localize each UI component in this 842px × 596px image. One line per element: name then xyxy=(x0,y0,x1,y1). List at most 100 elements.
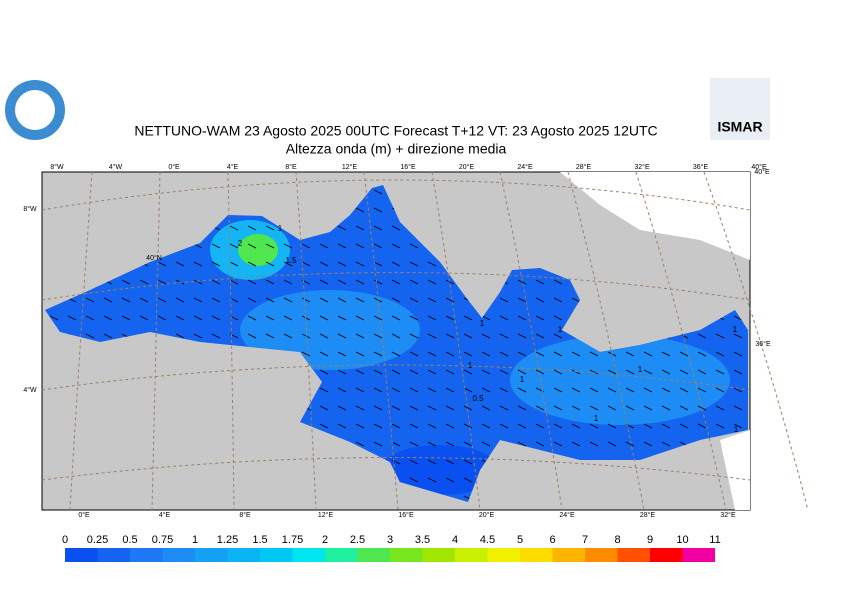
direction-arrow xyxy=(697,423,707,429)
legend-label: 3.5 xyxy=(415,534,430,546)
direction-arrow xyxy=(283,315,293,321)
direction-arrow xyxy=(355,441,365,447)
direction-arrow xyxy=(337,243,347,249)
direction-arrow xyxy=(589,387,599,393)
graticule xyxy=(41,364,751,391)
direction-arrow xyxy=(427,477,437,483)
wave-area xyxy=(240,290,420,370)
legend-label: 5 xyxy=(517,534,523,546)
direction-arrow xyxy=(409,315,419,321)
direction-arrow xyxy=(553,369,563,375)
direction-arrow xyxy=(553,333,563,339)
direction-arrow xyxy=(373,189,383,195)
direction-arrow xyxy=(607,369,617,375)
direction-arrow xyxy=(445,333,455,339)
legend-label: 0.75 xyxy=(152,534,173,546)
direction-arrow xyxy=(715,423,725,429)
direction-arrow xyxy=(265,333,275,339)
contour-label: 1 xyxy=(468,361,473,370)
legend-swatch xyxy=(260,548,293,562)
direction-arrow xyxy=(553,279,563,285)
direction-arrow xyxy=(481,315,491,321)
contour-label: 2 xyxy=(238,239,243,248)
direction-arrow xyxy=(247,243,257,249)
direction-arrow xyxy=(427,369,437,375)
direction-arrow xyxy=(481,423,491,429)
direction-arrow xyxy=(463,315,473,321)
graticule xyxy=(151,171,161,511)
direction-arrow xyxy=(625,405,635,411)
direction-arrow xyxy=(553,297,563,303)
contour-label: 1 xyxy=(734,425,739,434)
coord-label: 8°W xyxy=(50,163,64,171)
coord-label: 36°E xyxy=(693,163,709,171)
legend-swatch xyxy=(617,548,650,562)
direction-arrow xyxy=(517,441,527,447)
direction-arrow xyxy=(157,279,167,285)
direction-arrow xyxy=(229,279,239,285)
contour-label: 1.5 xyxy=(285,256,297,265)
direction-arrow xyxy=(499,297,509,303)
direction-arrow xyxy=(373,351,383,357)
direction-arrow xyxy=(553,423,563,429)
direction-arrow xyxy=(229,261,239,267)
direction-arrow xyxy=(499,333,509,339)
direction-arrow xyxy=(535,351,545,357)
coord-label: 12°E xyxy=(318,511,334,519)
direction-arrow xyxy=(355,225,365,231)
direction-arrow xyxy=(409,423,419,429)
direction-arrow xyxy=(661,441,671,447)
coord-label: 12°E xyxy=(342,163,358,171)
direction-arrow xyxy=(607,423,617,429)
direction-arrow xyxy=(211,279,221,285)
graticule xyxy=(567,171,645,511)
direction-arrow xyxy=(463,477,473,483)
direction-arrow xyxy=(445,369,455,375)
direction-arrow xyxy=(733,423,743,429)
direction-arrow xyxy=(409,459,419,465)
direction-arrow xyxy=(373,387,383,393)
direction-arrow xyxy=(175,333,185,339)
direction-arrow xyxy=(517,351,527,357)
direction-arrow xyxy=(301,351,311,357)
direction-arrow xyxy=(247,261,257,267)
direction-arrow xyxy=(247,225,257,231)
direction-arrow xyxy=(679,369,689,375)
direction-arrow xyxy=(607,441,617,447)
direction-arrow xyxy=(85,333,95,339)
legend-swatch xyxy=(292,548,325,562)
direction-arrow xyxy=(661,387,671,393)
direction-arrow xyxy=(265,261,275,267)
direction-arrow xyxy=(193,297,203,303)
direction-arrow xyxy=(517,369,527,375)
direction-arrow xyxy=(445,441,455,447)
land-white xyxy=(560,172,750,260)
direction-arrow xyxy=(337,351,347,357)
direction-arrow xyxy=(517,297,527,303)
direction-arrow xyxy=(409,405,419,411)
direction-arrow xyxy=(391,351,401,357)
direction-arrow xyxy=(301,261,311,267)
direction-arrow xyxy=(391,243,401,249)
direction-arrow xyxy=(517,423,527,429)
direction-arrow xyxy=(355,243,365,249)
direction-arrow xyxy=(337,405,347,411)
direction-arrow xyxy=(391,333,401,339)
direction-arrow xyxy=(103,297,113,303)
legend-label: 0.25 xyxy=(87,534,108,546)
legend-label: 4.5 xyxy=(480,534,495,546)
graticule xyxy=(431,171,481,511)
direction-arrow xyxy=(571,441,581,447)
direction-arrow xyxy=(445,297,455,303)
direction-arrow xyxy=(373,279,383,285)
direction-arrow xyxy=(211,333,221,339)
logo-text: ISMAR xyxy=(717,119,762,135)
direction-arrow xyxy=(355,315,365,321)
direction-arrow xyxy=(427,315,437,321)
coord-label: 4°E xyxy=(227,163,239,171)
logo-right xyxy=(710,78,770,140)
direction-arrow xyxy=(571,423,581,429)
legend-swatch xyxy=(97,548,130,562)
direction-arrow xyxy=(481,405,491,411)
direction-arrow xyxy=(427,261,437,267)
